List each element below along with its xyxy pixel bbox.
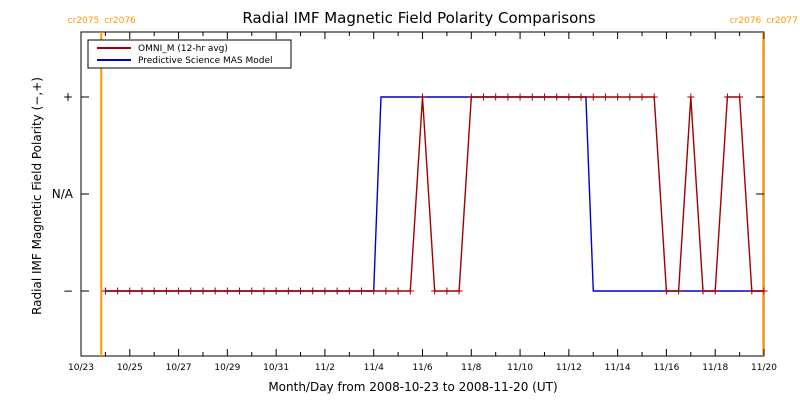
data-point-marker xyxy=(223,287,231,295)
data-point-marker xyxy=(126,287,134,295)
y-axis-title: Radial IMF Magnetic Field Polarity (−,+) xyxy=(30,77,44,315)
data-point-marker xyxy=(272,287,280,295)
x-tick-label: 10/27 xyxy=(166,363,192,373)
x-tick-label: 11/16 xyxy=(653,363,679,373)
legend-box xyxy=(87,39,292,69)
data-point-marker xyxy=(540,93,548,101)
x-tick-label: 11/20 xyxy=(751,363,777,373)
data-point-marker xyxy=(662,287,670,295)
x-tick-label: 11/4 xyxy=(364,363,384,373)
data-point-marker xyxy=(394,287,402,295)
data-point-marker xyxy=(309,287,317,295)
y-tick-label: + xyxy=(63,90,73,104)
y-tick-label: N/A xyxy=(52,187,74,201)
data-point-marker xyxy=(748,287,756,295)
data-point-marker xyxy=(528,93,536,101)
legend-label-mas: Predictive Science MAS Model xyxy=(138,56,273,66)
data-point-marker xyxy=(187,287,195,295)
carrington-label-before: cr2076 xyxy=(730,16,762,26)
data-point-marker xyxy=(467,93,475,101)
data-point-marker xyxy=(248,287,256,295)
data-point-marker xyxy=(589,93,597,101)
data-point-marker xyxy=(553,93,561,101)
data-point-marker xyxy=(638,93,646,101)
data-point-marker xyxy=(431,287,439,295)
data-point-marker xyxy=(162,287,170,295)
data-point-marker xyxy=(723,93,731,101)
data-point-marker xyxy=(516,93,524,101)
x-tick-label: 11/18 xyxy=(702,363,728,373)
data-point-marker xyxy=(260,287,268,295)
data-point-marker xyxy=(455,287,463,295)
x-tick-label: 11/12 xyxy=(556,363,582,373)
plot-frame xyxy=(80,31,765,357)
data-point-marker xyxy=(382,287,390,295)
data-point-marker xyxy=(138,287,146,295)
series-line-0 xyxy=(105,96,764,292)
x-tick-label: 11/2 xyxy=(315,363,335,373)
data-point-marker xyxy=(199,287,207,295)
y-tick-label: − xyxy=(63,284,73,298)
carrington-label-before: cr2075 xyxy=(68,16,100,26)
x-tick-label: 10/31 xyxy=(263,363,289,373)
x-tick-label: 11/10 xyxy=(507,363,533,373)
data-point-marker xyxy=(577,93,585,101)
data-point-marker xyxy=(492,93,500,101)
x-tick-label: 10/25 xyxy=(117,363,143,373)
data-point-marker xyxy=(406,287,414,295)
axis-ticks: 10/23 10/25 10/27 10/29 10/31 11/2 11/4 11/6 11/… xyxy=(52,32,777,373)
data-point-marker xyxy=(711,287,719,295)
data-point-marker xyxy=(565,93,573,101)
legend: OMNI_M (12-hr avg) Predictive Science MA… xyxy=(87,39,292,69)
data-point-marker xyxy=(479,93,487,101)
data-point-marker xyxy=(370,287,378,295)
carrington-label-after: cr2076 xyxy=(104,16,136,26)
data-point-marker xyxy=(504,93,512,101)
data-point-marker xyxy=(699,287,707,295)
data-point-marker xyxy=(297,287,305,295)
x-axis-title: Month/Day from 2008-10-23 to 2008-11-20 … xyxy=(268,380,557,394)
data-point-marker xyxy=(175,287,183,295)
data-point-marker xyxy=(321,287,329,295)
data-point-marker xyxy=(760,287,768,295)
legend-label-omni: OMNI_M (12-hr avg) xyxy=(138,44,228,54)
data-point-marker xyxy=(284,287,292,295)
data-point-marker xyxy=(333,287,341,295)
data-point-marker xyxy=(443,287,451,295)
data-point-marker xyxy=(358,287,366,295)
data-point-marker xyxy=(345,287,353,295)
data-point-marker xyxy=(626,93,634,101)
data-point-marker xyxy=(211,287,219,295)
chart-title: Radial IMF Magnetic Field Polarity Compa… xyxy=(242,9,595,27)
x-tick-label: 11/14 xyxy=(605,363,631,373)
x-tick-label: 11/6 xyxy=(412,363,432,373)
data-point-marker xyxy=(101,287,109,295)
x-tick-label: 10/23 xyxy=(68,363,94,373)
data-point-marker xyxy=(114,287,122,295)
x-tick-label: 10/29 xyxy=(214,363,240,373)
data-point-marker xyxy=(736,93,744,101)
data-point-marker xyxy=(675,287,683,295)
x-tick-label: 11/8 xyxy=(461,363,481,373)
data-series xyxy=(101,93,768,295)
data-point-marker xyxy=(614,93,622,101)
data-point-marker xyxy=(150,287,158,295)
data-point-marker xyxy=(650,93,658,101)
data-point-marker xyxy=(419,93,426,101)
carrington-label-after: cr2077 xyxy=(766,16,798,26)
data-point-marker xyxy=(236,287,244,295)
data-point-marker xyxy=(687,93,695,101)
data-point-marker xyxy=(601,93,609,101)
